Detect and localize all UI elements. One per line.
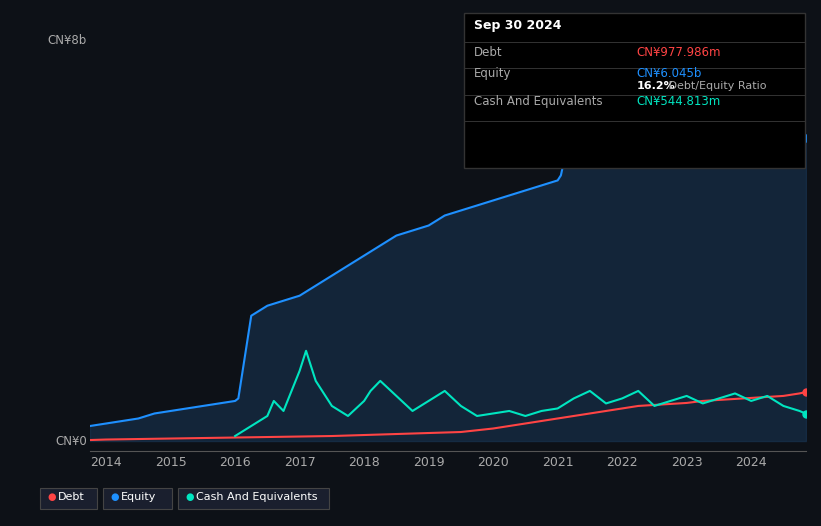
Text: Debt: Debt xyxy=(58,492,85,502)
Text: Debt: Debt xyxy=(474,46,502,59)
Text: Sep 30 2024: Sep 30 2024 xyxy=(474,19,562,32)
Text: Equity: Equity xyxy=(474,67,511,80)
Text: Equity: Equity xyxy=(122,492,157,502)
Text: Debt/Equity Ratio: Debt/Equity Ratio xyxy=(665,82,767,92)
Text: CN¥977.986m: CN¥977.986m xyxy=(636,46,721,59)
Text: CN¥544.813m: CN¥544.813m xyxy=(636,95,721,108)
Text: ●: ● xyxy=(111,492,119,502)
Text: CN¥8b: CN¥8b xyxy=(48,34,87,47)
Text: CN¥6.045b: CN¥6.045b xyxy=(636,67,702,80)
Text: 16.2%: 16.2% xyxy=(636,82,675,92)
Text: ●: ● xyxy=(48,492,56,502)
Text: Cash And Equivalents: Cash And Equivalents xyxy=(474,95,603,108)
Text: Cash And Equivalents: Cash And Equivalents xyxy=(196,492,318,502)
Text: ●: ● xyxy=(186,492,194,502)
Text: CN¥0: CN¥0 xyxy=(55,434,87,448)
